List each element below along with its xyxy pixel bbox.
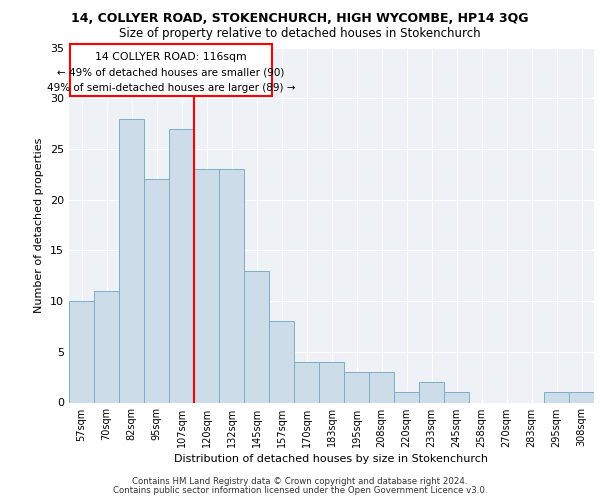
Bar — [569, 392, 594, 402]
Bar — [444, 392, 469, 402]
Bar — [94, 291, 119, 403]
Text: 14 COLLYER ROAD: 116sqm: 14 COLLYER ROAD: 116sqm — [95, 52, 247, 62]
Bar — [369, 372, 394, 402]
Text: 14, COLLYER ROAD, STOKENCHURCH, HIGH WYCOMBE, HP14 3QG: 14, COLLYER ROAD, STOKENCHURCH, HIGH WYC… — [71, 12, 529, 26]
Bar — [344, 372, 369, 402]
Text: 49% of semi-detached houses are larger (89) →: 49% of semi-detached houses are larger (… — [47, 84, 295, 94]
Bar — [544, 392, 569, 402]
Text: Contains public sector information licensed under the Open Government Licence v3: Contains public sector information licen… — [113, 486, 487, 495]
Bar — [69, 301, 94, 402]
Bar — [119, 118, 144, 403]
Bar — [319, 362, 344, 403]
Y-axis label: Number of detached properties: Number of detached properties — [34, 138, 44, 312]
Bar — [194, 169, 219, 402]
Bar — [394, 392, 419, 402]
FancyBboxPatch shape — [70, 44, 271, 96]
Bar — [219, 169, 244, 402]
Bar — [144, 180, 169, 402]
Bar — [169, 128, 194, 402]
Bar — [269, 322, 294, 402]
Text: ← 49% of detached houses are smaller (90): ← 49% of detached houses are smaller (90… — [57, 68, 284, 78]
X-axis label: Distribution of detached houses by size in Stokenchurch: Distribution of detached houses by size … — [175, 454, 488, 464]
Bar — [419, 382, 444, 402]
Bar — [244, 270, 269, 402]
Text: Size of property relative to detached houses in Stokenchurch: Size of property relative to detached ho… — [119, 28, 481, 40]
Text: Contains HM Land Registry data © Crown copyright and database right 2024.: Contains HM Land Registry data © Crown c… — [132, 477, 468, 486]
Bar — [294, 362, 319, 403]
